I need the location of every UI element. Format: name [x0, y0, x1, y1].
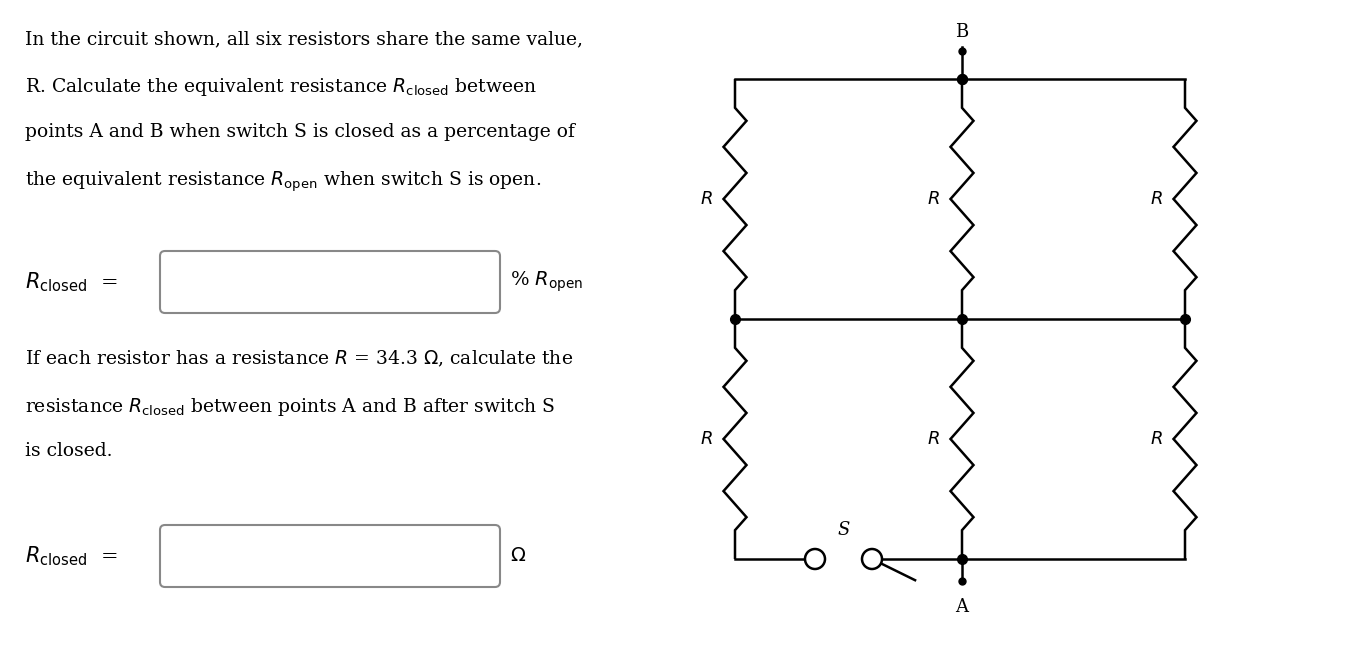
FancyBboxPatch shape	[159, 251, 500, 313]
Text: S: S	[838, 521, 850, 539]
Text: In the circuit shown, all six resistors share the same value,: In the circuit shown, all six resistors …	[26, 30, 584, 48]
Text: B: B	[955, 23, 969, 41]
Text: $R$: $R$	[1150, 190, 1163, 208]
Text: $R$: $R$	[1150, 430, 1163, 448]
Text: is closed.: is closed.	[26, 442, 112, 460]
Text: the equivalent resistance $R_\mathrm{open}$ when switch S is open.: the equivalent resistance $R_\mathrm{ope…	[26, 169, 542, 194]
Text: points A and B when switch S is closed as a percentage of: points A and B when switch S is closed a…	[26, 123, 576, 141]
FancyBboxPatch shape	[159, 525, 500, 587]
Circle shape	[805, 549, 825, 569]
Text: R. Calculate the equivalent resistance $R_\mathrm{closed}$ between: R. Calculate the equivalent resistance $…	[26, 77, 536, 99]
Text: $R$: $R$	[927, 430, 940, 448]
Text: $\Omega$: $\Omega$	[509, 547, 526, 565]
Text: $R$: $R$	[700, 430, 713, 448]
Text: resistance $R_\mathrm{closed}$ between points A and B after switch S: resistance $R_\mathrm{closed}$ between p…	[26, 396, 555, 417]
Text: $R$: $R$	[927, 190, 940, 208]
Text: If each resistor has a resistance $R$ = 34.3 $\Omega$, calculate the: If each resistor has a resistance $R$ = …	[26, 349, 573, 370]
Text: $R$: $R$	[700, 190, 713, 208]
Circle shape	[862, 549, 882, 569]
Text: A: A	[955, 598, 969, 616]
Text: $R_\mathrm{closed}$  =: $R_\mathrm{closed}$ =	[26, 270, 118, 294]
Text: $R_\mathrm{closed}$  =: $R_\mathrm{closed}$ =	[26, 544, 118, 568]
Text: % $R_\mathrm{open}$: % $R_\mathrm{open}$	[509, 269, 584, 294]
